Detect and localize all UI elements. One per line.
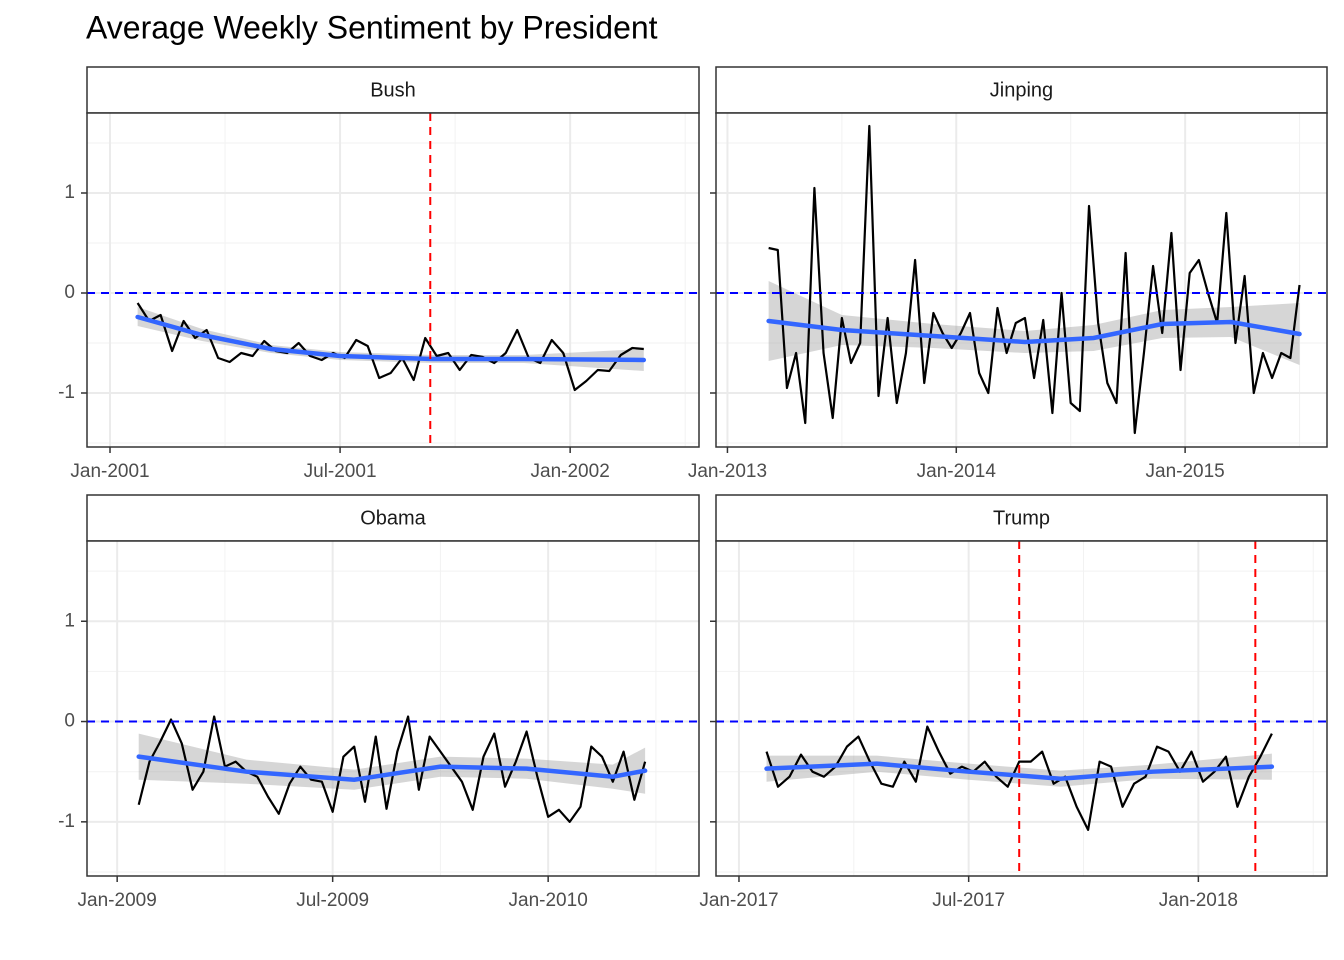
panel-background [716, 113, 1327, 447]
x-tick-label: Jan-2010 [509, 890, 588, 911]
x-tick-label: Jul-2017 [932, 890, 1005, 911]
x-tick-label: Jul-2009 [296, 890, 369, 911]
confidence-band [768, 281, 1300, 365]
y-tick-label: 0 [64, 711, 75, 732]
chart-title: Average Weekly Sentiment by President [86, 9, 658, 45]
sentiment-line [768, 124, 1301, 435]
y-tick-label: -1 [58, 811, 75, 832]
smooth-line [135, 314, 647, 363]
smooth-line [766, 318, 1302, 345]
y-tick-label: 0 [64, 282, 75, 303]
strip-label: Jinping [990, 79, 1053, 101]
strip [86, 494, 700, 542]
confidence-band [137, 307, 644, 371]
x-tick-label: Jan-2014 [917, 461, 997, 482]
strip-label: Obama [360, 507, 426, 529]
strip-label: Trump [993, 507, 1050, 529]
x-tick-label: Jan-2013 [688, 461, 767, 482]
sentiment-line [136, 302, 644, 392]
confidence-band [138, 733, 646, 794]
strip-label: Bush [370, 79, 416, 101]
x-tick-label: Jan-2015 [1146, 461, 1225, 482]
panel-background [716, 541, 1327, 876]
panel-background [87, 541, 699, 876]
x-tick-label: Jan-2009 [78, 890, 157, 911]
panel-background [87, 113, 699, 447]
strip [86, 66, 700, 114]
panel-border [86, 540, 700, 877]
panel-border [715, 112, 1328, 448]
x-tick-label: Jan-2017 [699, 890, 778, 911]
smooth-line [764, 761, 1275, 781]
x-tick-label: Jan-2002 [531, 461, 610, 482]
x-tick-label: Jul-2001 [304, 461, 377, 482]
sentiment-line [765, 725, 1273, 831]
y-tick-label: 1 [64, 610, 75, 631]
strip [715, 494, 1328, 542]
y-tick-label: -1 [58, 382, 75, 403]
sentiment-line [137, 715, 647, 823]
panel-border [715, 540, 1328, 877]
y-tick-label: 1 [64, 182, 75, 203]
x-tick-label: Jan-2001 [70, 461, 149, 482]
panel-border [86, 112, 700, 448]
smooth-line [136, 754, 648, 782]
strip [715, 66, 1328, 114]
x-tick-label: Jan-2018 [1159, 890, 1238, 911]
